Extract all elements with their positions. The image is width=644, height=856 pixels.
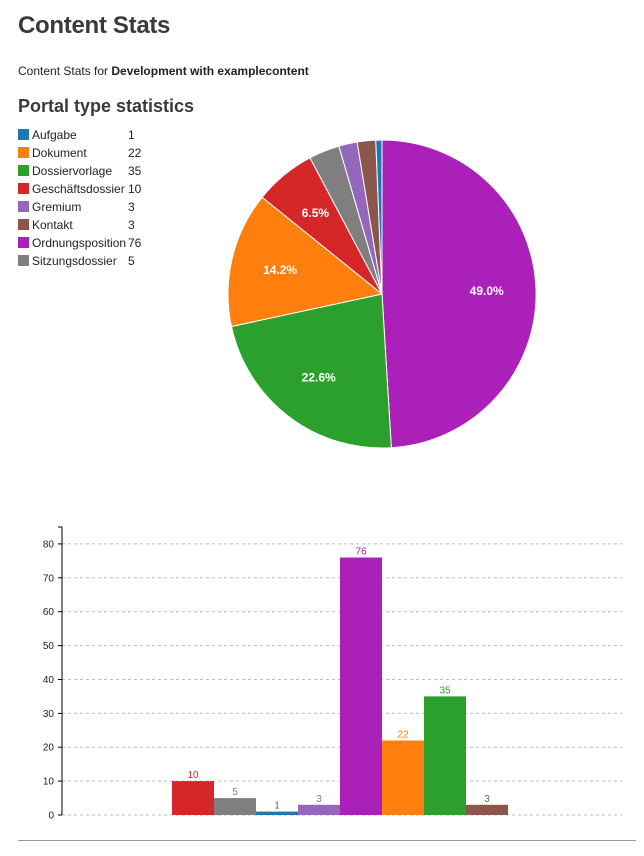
legend-item: Dokument 22 bbox=[18, 144, 141, 162]
bar bbox=[256, 811, 298, 815]
legend-swatch bbox=[18, 237, 29, 248]
legend-item: Ordnungsposition 76 bbox=[18, 234, 141, 252]
bar-value-label: 3 bbox=[316, 794, 322, 805]
pie-slice-label: 49.0% bbox=[470, 284, 504, 298]
legend-swatch bbox=[18, 165, 29, 176]
pie-slice-label: 6.5% bbox=[302, 206, 330, 220]
legend-name: Aufgabe bbox=[32, 128, 77, 142]
legend-item: Dossiervorlage 35 bbox=[18, 162, 141, 180]
legend-name: Sitzungsdossier bbox=[32, 254, 117, 268]
page-title: Content Stats bbox=[18, 12, 171, 39]
bar-value-label: 76 bbox=[355, 547, 367, 558]
bar bbox=[172, 781, 214, 815]
legend-swatch bbox=[18, 255, 29, 266]
legend-name: Kontakt bbox=[32, 218, 73, 232]
site-name: Development with examplecontent bbox=[111, 64, 309, 78]
legend-count: 76 bbox=[128, 236, 142, 250]
legend-name: Geschäftsdossier bbox=[32, 182, 125, 196]
legend-swatch bbox=[18, 147, 29, 158]
pie-slice bbox=[375, 139, 383, 295]
legend-count: 10 bbox=[128, 182, 142, 196]
bar bbox=[340, 557, 382, 815]
legend-item: Gremium 3 bbox=[18, 198, 135, 216]
legend-item: Aufgabe 1 bbox=[18, 126, 135, 144]
y-tick-label: 70 bbox=[43, 573, 55, 584]
legend-count: 3 bbox=[128, 200, 135, 214]
legend-count: 1 bbox=[128, 128, 135, 142]
bar bbox=[382, 740, 424, 815]
y-tick-label: 60 bbox=[43, 607, 55, 618]
bar bbox=[466, 804, 508, 815]
bar-value-label: 1 bbox=[274, 801, 280, 812]
pie-slice-label: 14.2% bbox=[263, 263, 297, 277]
pie-slice bbox=[230, 293, 392, 449]
legend-item: Kontakt 3 bbox=[18, 216, 135, 234]
legend-swatch bbox=[18, 201, 29, 212]
page-subtitle: Content Stats for Development with examp… bbox=[18, 64, 309, 78]
legend-item: Sitzungsdossier 5 bbox=[18, 252, 135, 270]
pie-chart: 49.0% 22.6% 14.2% 6.5% bbox=[227, 139, 537, 449]
bar bbox=[424, 696, 466, 815]
legend-count: 22 bbox=[128, 146, 142, 160]
bar-value-label: 22 bbox=[397, 730, 409, 741]
y-tick-label: 10 bbox=[43, 777, 55, 788]
pie-slice-label: 22.6% bbox=[302, 371, 336, 385]
bar-value-label: 10 bbox=[187, 770, 199, 781]
legend-swatch bbox=[18, 219, 29, 230]
legend-name: Gremium bbox=[32, 200, 82, 214]
y-tick-label: 40 bbox=[43, 675, 55, 686]
legend: Aufgabe 1 Dokument 22 Dossiervorlage 35 Ges… bbox=[18, 126, 141, 270]
legend-swatch bbox=[18, 129, 29, 140]
bar bbox=[298, 804, 340, 815]
legend-swatch bbox=[18, 183, 29, 194]
y-tick-label: 30 bbox=[43, 709, 55, 720]
legend-count: 35 bbox=[128, 164, 142, 178]
y-tick-label: 0 bbox=[48, 811, 54, 822]
bar-value-label: 3 bbox=[484, 794, 490, 805]
legend-name: Dokument bbox=[32, 146, 87, 160]
pie-slice bbox=[381, 139, 537, 449]
bar-value-label: 5 bbox=[232, 787, 238, 798]
section-title: Portal type statistics bbox=[18, 96, 195, 116]
bar-value-label: 35 bbox=[439, 685, 451, 696]
legend-name: Ordnungsposition bbox=[32, 236, 127, 250]
y-tick-label: 20 bbox=[43, 743, 55, 754]
y-tick-label: 50 bbox=[43, 641, 55, 652]
legend-name: Dossiervorlage bbox=[32, 164, 113, 178]
legend-item: Geschäftsdossier 10 bbox=[18, 180, 141, 198]
legend-count: 3 bbox=[128, 218, 135, 232]
subtitle-prefix: Content Stats for bbox=[18, 64, 112, 78]
bar bbox=[214, 798, 256, 815]
footer-divider bbox=[18, 840, 636, 841]
y-tick-label: 80 bbox=[43, 539, 55, 550]
pie-slice bbox=[227, 196, 384, 328]
legend-count: 5 bbox=[128, 254, 135, 268]
